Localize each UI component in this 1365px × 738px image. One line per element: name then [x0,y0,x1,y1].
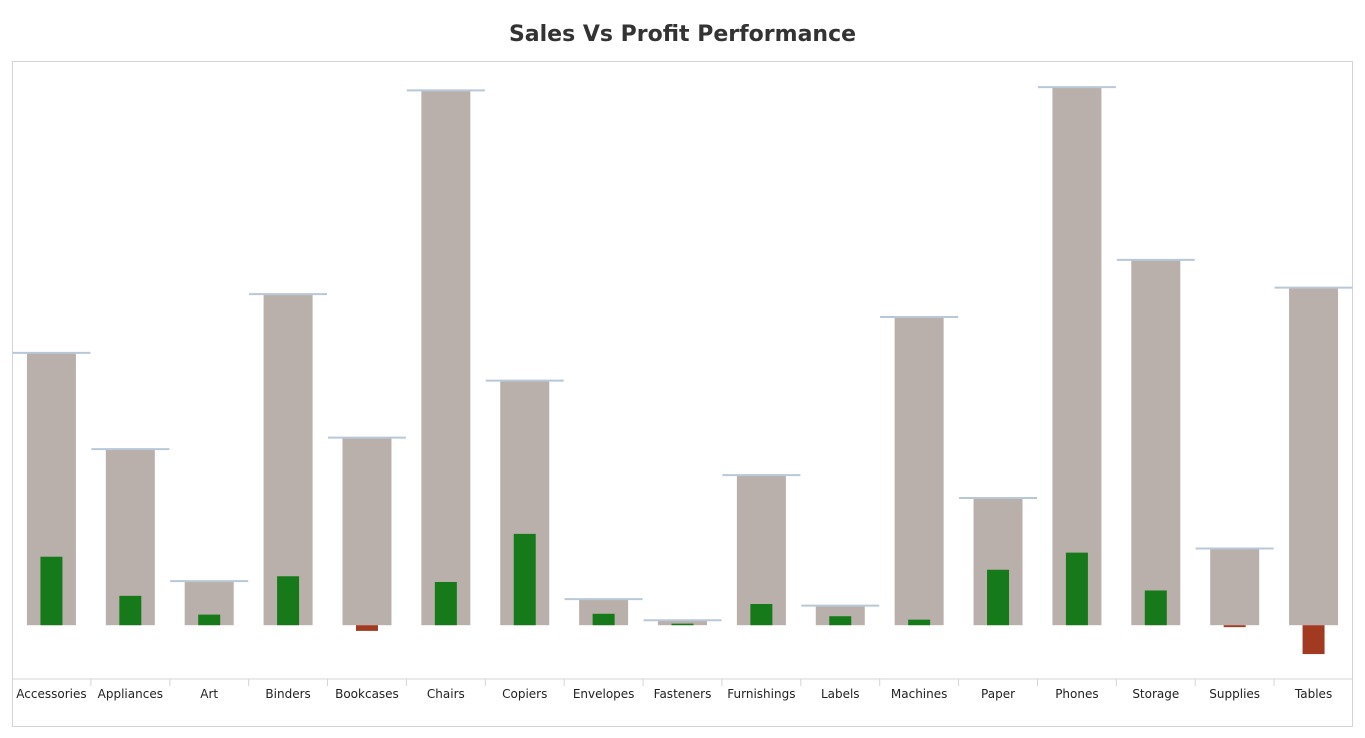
profit-bars [40,533,1325,655]
profit-bar-labels [829,616,852,626]
profit-bar-furnishings [750,603,773,626]
x-tick-label-copiers: Copiers [502,687,547,701]
profit-bar-tables [1302,625,1325,655]
x-tick-label-appliances: Appliances [98,687,163,701]
chart-area [12,61,1353,727]
profit-bar-phones [1065,552,1088,626]
sales-bar-chairs [421,90,471,626]
profit-bar-copiers [513,533,536,626]
profit-bar-chairs [434,581,457,626]
profit-bar-bookcases [355,625,378,631]
sales-bar-machines [894,317,944,626]
x-tick-label-tables: Tables [1294,687,1332,701]
x-axis-ticks [90,679,1275,686]
profit-bar-appliances [119,595,142,626]
x-tick-label-furnishings: Furnishings [727,687,795,701]
chart-title: Sales Vs Profit Performance [508,22,857,47]
x-tick-label-bookcases: Bookcases [335,687,399,701]
x-tick-label-paper: Paper [981,687,1015,701]
profit-bar-fasteners [671,623,694,626]
x-tick-label-envelopes: Envelopes [573,687,635,701]
profit-bar-paper [987,569,1010,626]
profit-bar-envelopes [592,613,615,626]
profit-bar-binders [277,576,300,626]
sales-bar-fasteners [658,620,707,626]
profit-bar-accessories [40,556,63,626]
x-tick-label-fasteners: Fasteners [654,687,712,701]
profit-bar-supplies [1223,625,1246,628]
sales-bar-binders [263,294,313,626]
sales-bar-phones [1052,87,1102,626]
sales-bar-supplies [1210,548,1260,626]
sales-bar-storage [1131,259,1181,626]
x-tick-label-labels: Labels [821,687,860,701]
profit-bar-storage [1144,590,1167,626]
x-tick-label-chairs: Chairs [427,687,465,701]
sales-bars [26,87,1339,626]
x-tick-label-art: Art [200,687,218,701]
sales-bar-tables [1289,287,1339,626]
profit-bar-art [198,614,221,626]
sales-bar-bookcases [342,437,392,626]
x-tick-label-machines: Machines [891,687,947,701]
profit-bar-machines [908,619,931,626]
x-tick-label-storage: Storage [1132,687,1179,701]
sales-bar-furnishings [736,475,786,626]
x-tick-label-accessories: Accessories [16,687,86,701]
x-tick-label-phones: Phones [1055,687,1098,701]
sales-bar-labels [815,605,865,626]
sales-caps [12,86,1353,622]
x-tick-label-supplies: Supplies [1209,687,1260,701]
x-axis-labels: Accessories Appliances Art Binders Bookcases… [16,687,1332,701]
x-tick-label-binders: Binders [265,687,310,701]
